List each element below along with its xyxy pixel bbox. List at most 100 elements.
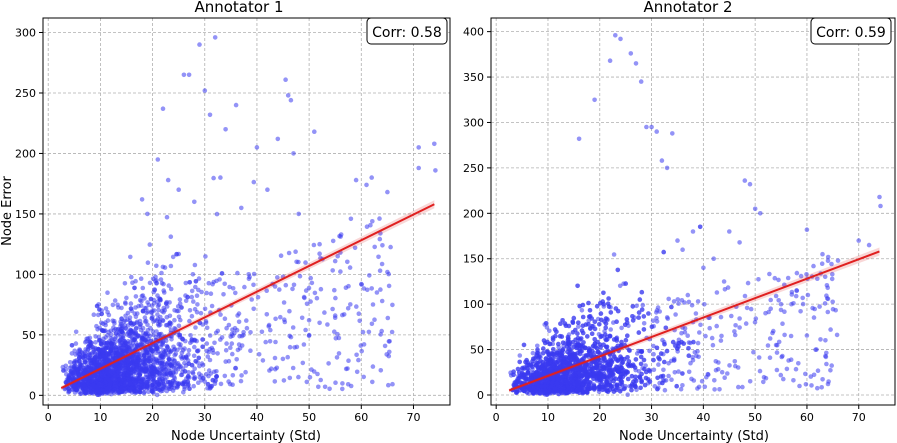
data-point: [190, 272, 196, 277]
data-point: [172, 326, 177, 331]
data-point: [297, 273, 303, 279]
data-point: [299, 315, 305, 321]
data-point: [267, 368, 272, 373]
data-point: [182, 369, 188, 374]
data-point: [73, 329, 79, 335]
data-point: [282, 319, 288, 325]
data-point: [164, 388, 170, 394]
data-point: [598, 311, 604, 316]
data-point: [312, 129, 317, 134]
data-point: [370, 219, 375, 224]
data-point: [123, 326, 128, 331]
data-point: [374, 290, 380, 295]
data-point: [385, 315, 391, 321]
data-point: [273, 316, 278, 322]
data-point: [651, 351, 656, 357]
data-point: [386, 382, 391, 388]
data-point: [163, 301, 169, 306]
data-point: [188, 333, 193, 338]
data-point: [575, 283, 580, 289]
data-point: [110, 302, 116, 308]
data-point: [385, 269, 390, 275]
data-point: [246, 272, 251, 277]
data-point: [369, 175, 375, 180]
data-point: [133, 390, 138, 396]
data-point: [133, 305, 138, 310]
data-point: [168, 234, 174, 239]
data-point: [239, 373, 244, 378]
data-point: [108, 328, 114, 334]
data-point: [67, 360, 73, 365]
data-point: [97, 325, 102, 331]
data-point: [196, 276, 202, 281]
data-point: [128, 320, 133, 326]
data-point: [134, 343, 140, 348]
data-point: [348, 216, 354, 222]
data-point: [301, 294, 307, 300]
data-point: [136, 372, 141, 378]
fit-line: [60, 200, 435, 391]
data-point: [122, 376, 127, 381]
data-point: [290, 325, 296, 330]
data-point: [146, 358, 152, 364]
data-point: [293, 249, 298, 254]
data-point: [306, 285, 312, 291]
data-point: [119, 334, 124, 340]
data-point: [197, 42, 202, 47]
x-tick-label: 0: [45, 411, 52, 424]
x-tick-label: 30: [198, 411, 212, 424]
data-point: [178, 345, 183, 350]
data-point: [142, 315, 148, 320]
data-point: [207, 333, 213, 338]
data-point: [128, 340, 133, 345]
data-point: [69, 351, 75, 356]
data-point: [61, 368, 66, 373]
data-point: [187, 308, 193, 313]
data-point: [228, 345, 233, 351]
data-point: [142, 296, 147, 301]
data-point: [360, 329, 366, 335]
data-point: [357, 318, 363, 324]
data-point: [291, 151, 296, 156]
data-point: [243, 369, 248, 375]
data-point: [207, 112, 213, 118]
data-point: [246, 276, 252, 282]
data-point: [165, 344, 170, 350]
data-point: [625, 333, 630, 339]
data-point: [333, 380, 338, 386]
data-point: [79, 362, 84, 368]
data-point: [303, 260, 308, 265]
data-point: [664, 348, 670, 354]
data-point: [273, 339, 278, 345]
data-point: [290, 286, 295, 292]
data-point: [123, 300, 128, 305]
data-point: [112, 387, 117, 392]
data-point: [280, 356, 286, 362]
data-point: [369, 321, 375, 327]
data-point: [376, 254, 381, 260]
data-point: [669, 377, 674, 383]
data-point: [218, 175, 223, 180]
data-point: [165, 379, 171, 385]
data-point: [236, 319, 242, 325]
data-point: [97, 376, 102, 382]
data-point: [156, 307, 161, 313]
data-point: [86, 355, 91, 361]
data-point: [149, 383, 155, 388]
data-point: [213, 330, 219, 336]
data-point: [138, 366, 143, 371]
scatter-points: [508, 33, 883, 398]
data-point: [94, 303, 100, 309]
data-point: [390, 381, 395, 387]
data-point: [196, 355, 202, 361]
data-point: [234, 357, 239, 362]
data-point: [236, 311, 242, 316]
data-point: [638, 354, 644, 360]
data-point: [148, 338, 153, 344]
data-point: [333, 336, 339, 341]
data-point: [218, 312, 223, 317]
data-point: [625, 355, 630, 360]
data-point: [300, 360, 306, 366]
data-point: [183, 280, 189, 286]
